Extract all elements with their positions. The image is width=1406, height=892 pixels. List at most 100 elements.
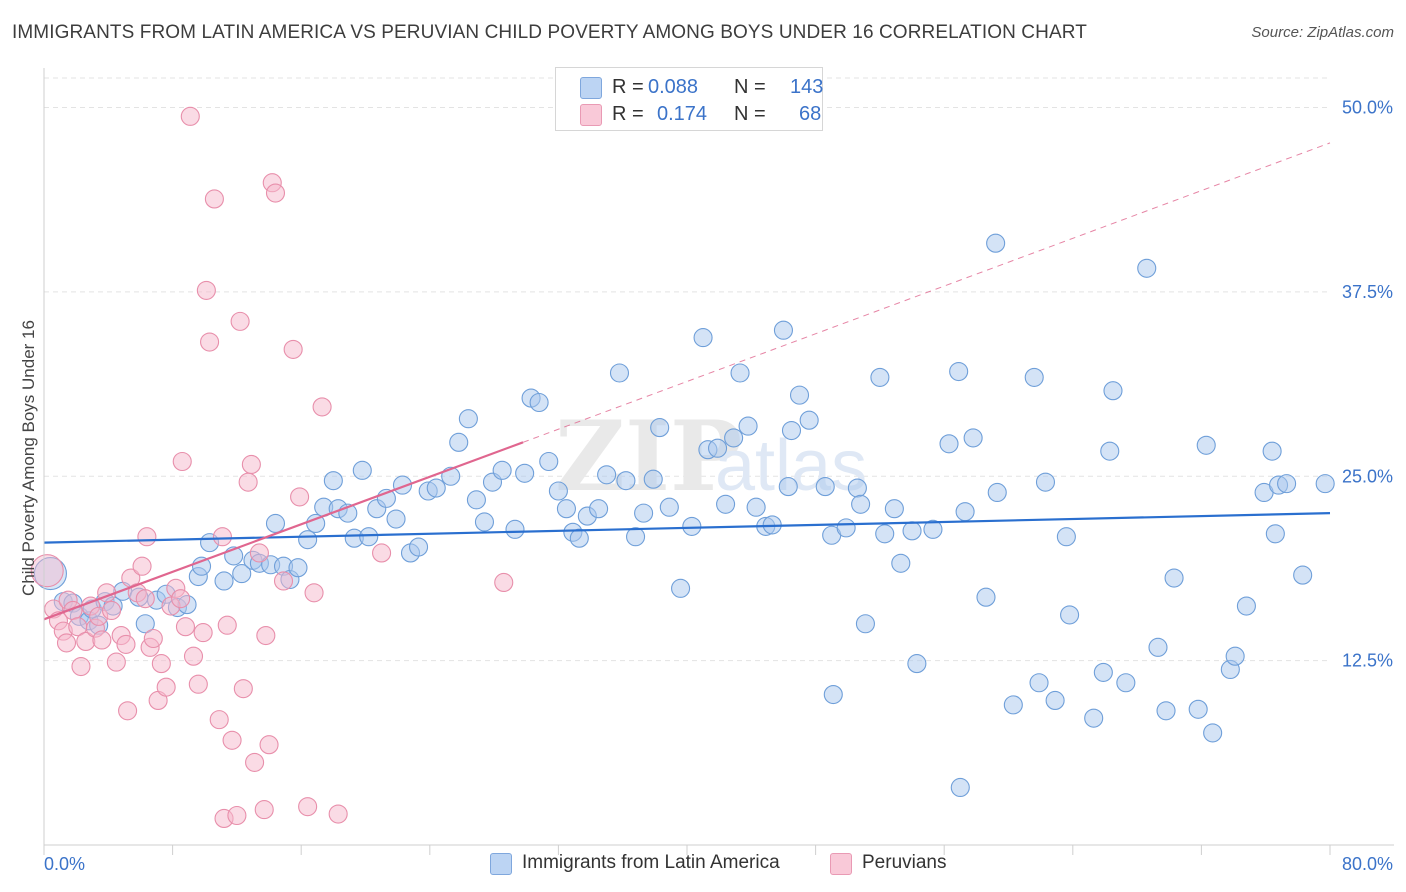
point-peruvian: [171, 589, 191, 609]
point-latin-america: [1236, 596, 1256, 616]
point-latin-america: [265, 513, 286, 534]
point-latin-america: [746, 497, 766, 517]
point-peruvian: [183, 646, 204, 666]
point-latin-america: [609, 363, 630, 383]
y-axis-title: Child Poverty Among Boys Under 16: [19, 320, 38, 596]
point-latin-america: [352, 460, 372, 480]
point-latin-america: [789, 385, 810, 405]
point-peruvian: [143, 628, 163, 649]
y-tick-label: 25.0%: [1342, 466, 1393, 486]
correlation-legend: R = 0.088 N = 143 R = 0.174 N = 68: [555, 67, 823, 131]
point-latin-america: [214, 571, 234, 591]
point-latin-america: [1035, 472, 1056, 492]
point-peruvian: [175, 617, 196, 637]
point-peruvian: [259, 735, 279, 755]
point-latin-america: [298, 530, 318, 550]
source-link[interactable]: ZipAtlas.com: [1307, 24, 1394, 41]
point-peruvian: [283, 339, 303, 359]
point-latin-america: [773, 320, 794, 340]
bottom-legend-swatch-blue: [490, 853, 512, 875]
y-tick-label: 37.5%: [1342, 282, 1393, 302]
point-latin-america: [589, 499, 609, 519]
point-latin-america: [1103, 381, 1123, 401]
point-latin-america: [1315, 474, 1335, 494]
trendline-latin-america: [43, 512, 1331, 544]
point-latin-america: [474, 512, 495, 532]
bottom-legend-label-pink: Peruvians: [862, 852, 947, 873]
point-latin-america: [1156, 701, 1176, 721]
point-latin-america: [408, 537, 429, 557]
point-peruvian: [30, 554, 64, 588]
legend-n-value: 143: [790, 76, 824, 98]
point-latin-america: [135, 614, 155, 634]
point-latin-america: [1100, 441, 1120, 461]
point-latin-america: [671, 578, 691, 598]
point-latin-america: [458, 409, 478, 429]
point-latin-america: [1045, 690, 1065, 711]
point-peruvian: [494, 572, 514, 593]
point-peruvian: [372, 543, 392, 563]
point-latin-america: [986, 233, 1006, 253]
axis-layer: 12.5% 25.0% 37.5% 50.0%: [43, 68, 1394, 855]
point-latin-america: [950, 777, 970, 798]
point-latin-america: [724, 428, 744, 448]
point-latin-america: [650, 418, 670, 438]
point-latin-america: [1029, 673, 1049, 693]
point-latin-america: [870, 367, 890, 387]
point-latin-america: [492, 460, 512, 480]
point-latin-america: [569, 528, 589, 548]
point-latin-america: [1196, 435, 1216, 455]
point-peruvian: [254, 800, 274, 820]
point-peruvian: [328, 804, 348, 824]
point-peruvian: [238, 472, 258, 492]
y-tick-label: 12.5%: [1342, 651, 1393, 671]
point-peruvian: [196, 280, 216, 300]
legend-n-label: N =: [734, 103, 766, 125]
point-latin-america: [1137, 258, 1157, 278]
point-latin-america: [884, 499, 904, 519]
trend-layer: [43, 142, 1331, 621]
point-latin-america: [505, 519, 525, 539]
point-peruvian: [71, 656, 91, 677]
point-latin-america: [955, 502, 975, 522]
point-peruvian: [151, 654, 171, 674]
point-peruvian: [137, 527, 157, 547]
point-latin-america: [799, 410, 819, 430]
point-latin-america: [1116, 673, 1136, 693]
point-latin-america: [232, 564, 252, 584]
point-latin-america: [1188, 699, 1208, 719]
chart-title: IMMIGRANTS FROM LATIN AMERICA VS PERUVIA…: [12, 22, 1087, 43]
point-peruvian: [200, 332, 220, 352]
point-peruvian: [132, 556, 152, 576]
point-latin-america: [875, 524, 895, 544]
point-latin-america: [823, 684, 843, 705]
point-latin-america: [963, 428, 983, 448]
legend-r-label: R =: [612, 76, 644, 98]
point-latin-america: [597, 465, 617, 485]
point-peruvian: [118, 701, 138, 721]
point-peruvian: [241, 454, 261, 475]
point-latin-america: [1203, 723, 1223, 743]
point-latin-america: [987, 482, 1007, 503]
point-latin-america: [539, 451, 559, 472]
legend-r-value: 0.174: [657, 103, 708, 125]
x-tick-label-max: 80.0%: [1342, 854, 1393, 874]
legend-r-label: R =: [612, 103, 644, 125]
point-latin-america: [306, 513, 326, 534]
point-peruvian: [180, 106, 200, 126]
point-latin-america: [449, 432, 469, 452]
point-latin-america: [515, 463, 535, 483]
point-latin-america: [1164, 568, 1184, 588]
point-peruvian: [298, 797, 318, 817]
legend-n-label: N =: [734, 76, 766, 98]
legend-n-value: 68: [799, 103, 822, 125]
legend-r-value: 0.088: [648, 76, 699, 98]
point-peruvian: [249, 543, 269, 563]
point-latin-america: [923, 519, 943, 539]
point-latin-america: [738, 416, 758, 436]
point-latin-america: [976, 587, 996, 607]
point-latin-america: [1003, 695, 1023, 715]
point-peruvian: [135, 589, 155, 609]
point-latin-america: [386, 509, 406, 529]
point-latin-america: [781, 420, 802, 441]
